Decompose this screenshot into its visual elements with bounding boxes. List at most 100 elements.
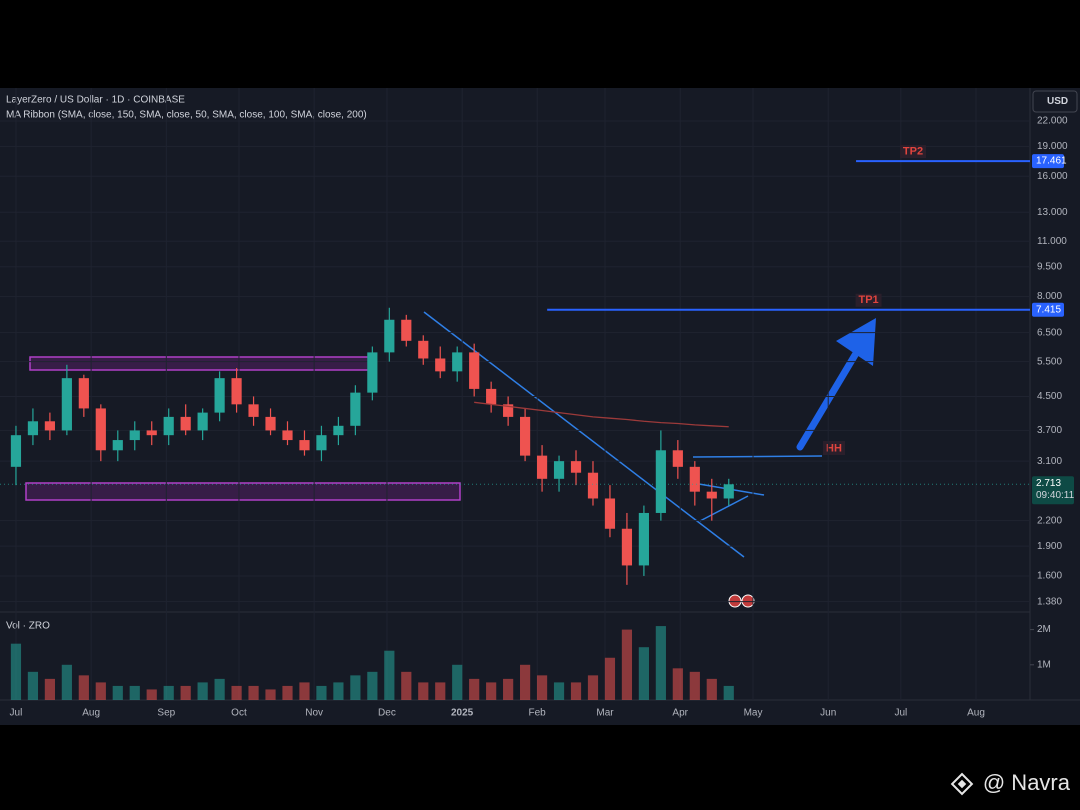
volume-bar: [384, 650, 395, 700]
x-tick-label: Aug: [967, 708, 985, 719]
candle-body: [248, 404, 259, 417]
last-price-label: 2.713: [1036, 478, 1061, 489]
currency-label[interactable]: USD: [1047, 96, 1068, 107]
candle-body: [503, 404, 514, 417]
volume-bar: [418, 682, 429, 700]
candle-body: [299, 440, 310, 451]
x-tick-label: Mar: [596, 708, 614, 719]
candle-body: [180, 416, 191, 431]
x-tick-label: Jul: [10, 708, 23, 719]
candle-body: [401, 319, 412, 341]
candle-body: [163, 416, 174, 436]
last-price-box: [1032, 476, 1074, 505]
volume-bar: [197, 682, 208, 700]
y-tick-label: 2.200: [1037, 515, 1062, 526]
volume-bar: [44, 678, 55, 700]
volume-bar: [435, 682, 446, 700]
candle-body: [520, 416, 531, 456]
indicator-label: MA Ribbon (SMA, close, 150, SMA, close, …: [6, 110, 367, 121]
axis-price-label: 17.461: [1036, 156, 1067, 167]
volume-bar: [95, 682, 106, 700]
candle-body: [10, 435, 22, 467]
candle-body: [723, 484, 734, 499]
y-tick-label: 3.100: [1037, 456, 1062, 467]
volume-bar: [452, 664, 463, 700]
candle-body: [350, 392, 361, 426]
y-tick-label: 16.000: [1037, 171, 1068, 182]
volume-bar: [10, 643, 22, 700]
candle-body: [570, 461, 582, 473]
range-box: [25, 482, 461, 501]
y-tick-label: 5.500: [1037, 356, 1062, 367]
y-tick-label: 1.600: [1037, 571, 1062, 582]
volume-bar: [469, 678, 480, 700]
candle-body: [78, 378, 89, 409]
volume-bar: [265, 689, 276, 700]
x-tick-label: Jul: [894, 708, 907, 719]
candle-body: [486, 388, 497, 405]
candle-body: [469, 352, 480, 389]
y-tick-label: 19.000: [1037, 141, 1068, 152]
candle-body: [587, 472, 599, 499]
candle-body: [367, 352, 378, 393]
axis-price-label: 7.415: [1036, 304, 1061, 315]
candle-body: [638, 512, 649, 566]
volume-bar: [486, 682, 497, 700]
range-box: [29, 356, 373, 371]
volume-bar: [655, 626, 666, 700]
volume-tick-label: 2M: [1037, 624, 1051, 635]
candle-body: [61, 378, 72, 431]
volume-bar: [367, 671, 378, 700]
volume-bar: [638, 647, 649, 700]
y-tick-label: 6.500: [1037, 327, 1062, 338]
candle-body: [536, 455, 548, 479]
target-label: TP1: [858, 294, 878, 306]
axis-price-box: [1032, 154, 1064, 169]
volume-bar: [333, 682, 344, 700]
candle-body: [384, 319, 395, 353]
candle-body: [44, 421, 55, 431]
candle-body: [146, 430, 157, 436]
y-tick-label: 9.500: [1037, 261, 1062, 272]
candle-body: [27, 421, 39, 436]
candle-body: [112, 440, 123, 451]
candle-body: [231, 378, 242, 405]
x-tick-label: Aug: [82, 708, 100, 719]
x-tick-label: Nov: [305, 708, 323, 719]
volume-bar: [723, 685, 734, 700]
volume-bar: [621, 629, 633, 700]
volume-bar: [129, 685, 140, 700]
candle-body: [265, 416, 276, 431]
x-tick-label: Feb: [529, 708, 547, 719]
y-tick-label: 11.000: [1037, 236, 1067, 247]
target-label-box: [900, 145, 927, 159]
volume-bar: [672, 668, 683, 700]
x-tick-label: Apr: [672, 708, 688, 719]
y-tick-label: 22.000: [1037, 116, 1068, 127]
volume-bar: [180, 685, 191, 700]
volume-bar: [214, 678, 225, 700]
currency-button[interactable]: [1032, 90, 1078, 113]
target-label: TP2: [903, 145, 923, 157]
candle-body: [197, 412, 208, 431]
volume-bar: [520, 664, 531, 700]
y-tick-label: 8.000: [1037, 291, 1062, 302]
volume-bar: [163, 685, 174, 700]
x-tick-label: Sep: [157, 708, 175, 719]
event-icon: [741, 594, 755, 608]
volume-label: Vol · ZRO: [6, 621, 50, 632]
candle-body: [435, 358, 446, 372]
volume-bar: [570, 682, 582, 700]
hh-label: HH: [826, 442, 842, 454]
candle-body: [621, 528, 633, 566]
x-tick-label: Jun: [820, 708, 836, 719]
y-tick-label: 1.380: [1037, 596, 1062, 607]
volume-bar: [27, 671, 39, 700]
event-icon: [728, 594, 742, 608]
candle-body: [689, 466, 700, 492]
volume-bar: [299, 682, 310, 700]
x-tick-label: Oct: [231, 708, 247, 719]
y-tick-label: 4.500: [1037, 391, 1062, 402]
candle-body: [672, 450, 683, 467]
